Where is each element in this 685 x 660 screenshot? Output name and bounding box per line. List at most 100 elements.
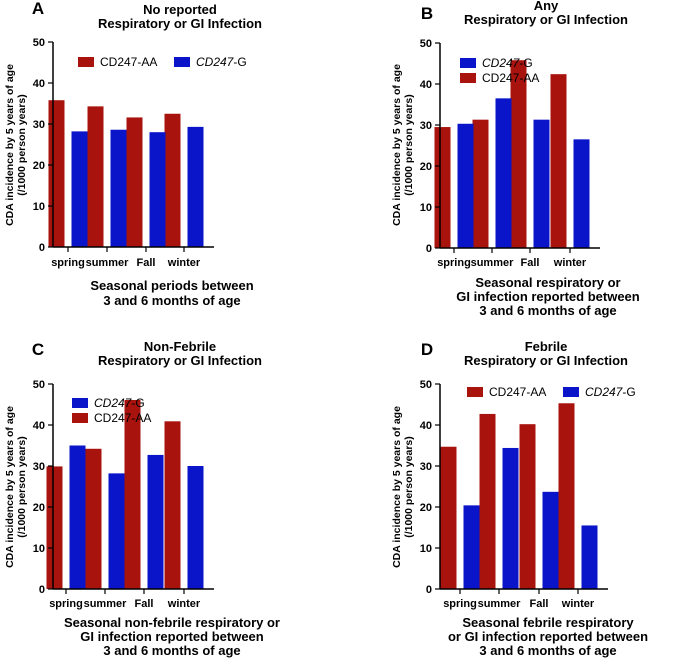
x-axis-label-line: Seasonal non-febrile respiratory or bbox=[64, 615, 280, 630]
bar-g-summer bbox=[502, 447, 519, 589]
bar-aa-fall bbox=[126, 117, 143, 247]
bar-aa-summer bbox=[479, 413, 496, 589]
x-tick-label: spring bbox=[443, 598, 477, 610]
bar-aa-spring bbox=[440, 446, 457, 589]
bar-g-fall bbox=[147, 454, 164, 589]
bar-aa-winter bbox=[558, 403, 575, 589]
x-tick-label: spring bbox=[437, 257, 471, 269]
x-tick-label: winter bbox=[553, 257, 587, 269]
y-tick-label: 30 bbox=[420, 120, 432, 132]
y-tick-label: 20 bbox=[420, 161, 432, 173]
chart-title-line: Any bbox=[534, 0, 559, 13]
x-tick-label: summer bbox=[86, 257, 130, 269]
legend-label-g: CD247-G bbox=[482, 56, 533, 70]
bar-aa-summer bbox=[85, 448, 102, 589]
y-tick-label: 20 bbox=[33, 160, 45, 172]
y-axis-label-line: (/1000 person years) bbox=[403, 436, 415, 538]
legend-swatch-g bbox=[460, 58, 476, 68]
bar-aa-winter bbox=[164, 421, 181, 589]
x-axis-label-line: GI infection reported between bbox=[80, 629, 264, 644]
bar-g-summer bbox=[495, 98, 512, 248]
panel-letter: D bbox=[421, 340, 433, 359]
y-tick-label: 20 bbox=[33, 502, 45, 514]
y-tick-label: 10 bbox=[33, 543, 45, 555]
panel-letter: B bbox=[421, 4, 433, 23]
x-axis-label-line: 3 and 6 months of age bbox=[103, 643, 240, 658]
bar-aa-summer bbox=[87, 106, 104, 248]
legend-label-aa: CD247-AA bbox=[100, 55, 157, 69]
chart-title-line: Respiratory or GI Infection bbox=[98, 16, 262, 31]
legend-label-g: CD247-G bbox=[94, 396, 145, 410]
legend-label-g-italic: CD247 bbox=[585, 385, 624, 399]
legend-label-aa: CD247-AA bbox=[482, 71, 539, 85]
legend-swatch-g bbox=[72, 398, 88, 408]
legend-label-aa: CD247-AA bbox=[94, 411, 151, 425]
legend-label-g-italic: CD247 bbox=[94, 396, 133, 410]
chart-title-line: Respiratory or GI Infection bbox=[464, 353, 628, 368]
chart-title-line: Respiratory or GI Infection bbox=[464, 12, 628, 27]
y-tick-label: 10 bbox=[33, 201, 45, 213]
x-tick-label: summer bbox=[478, 598, 522, 610]
x-axis-label-line: or GI infection reported between bbox=[448, 629, 648, 644]
x-axis-label-line: 3 and 6 months of age bbox=[479, 303, 616, 318]
bar-aa-winter bbox=[550, 74, 567, 248]
x-axis-label-line: GI infection reported between bbox=[456, 289, 640, 304]
legend-label-g-italic: CD247 bbox=[196, 55, 235, 69]
bar-g-fall bbox=[533, 119, 550, 248]
x-tick-label: winter bbox=[167, 598, 201, 610]
x-tick-label: Fall bbox=[521, 257, 540, 269]
y-tick-label: 0 bbox=[39, 242, 45, 254]
x-axis-label-line: 3 and 6 months of age bbox=[479, 643, 616, 658]
chart-title-line: Non-Febrile bbox=[144, 339, 216, 354]
x-axis-label-line: 3 and 6 months of age bbox=[103, 293, 240, 308]
bar-g-spring bbox=[457, 123, 474, 248]
bar-aa-winter bbox=[164, 113, 181, 247]
bar-g-winter bbox=[581, 525, 598, 589]
bar-g-winter bbox=[187, 466, 204, 589]
y-tick-label: 20 bbox=[420, 502, 432, 514]
chart-title-line: Febrile bbox=[525, 339, 568, 354]
y-tick-label: 50 bbox=[33, 37, 45, 49]
y-axis-label-line: CDA incidence by 5 years of age bbox=[4, 406, 16, 568]
panel-letter: A bbox=[32, 0, 44, 18]
bar-g-fall bbox=[149, 132, 166, 247]
y-tick-label: 0 bbox=[426, 243, 432, 255]
bar-g-spring bbox=[71, 131, 88, 247]
y-tick-label: 40 bbox=[33, 420, 45, 432]
bar-g-fall bbox=[542, 491, 559, 589]
legend-label-g-suffix: -G bbox=[519, 56, 532, 70]
y-tick-label: 40 bbox=[420, 420, 432, 432]
bar-g-winter bbox=[187, 126, 204, 247]
legend-label-aa: CD247-AA bbox=[489, 385, 546, 399]
legend-label-g: CD247-G bbox=[196, 55, 247, 69]
y-tick-label: 40 bbox=[33, 78, 45, 90]
y-tick-label: 10 bbox=[420, 202, 432, 214]
y-tick-label: 50 bbox=[33, 379, 45, 391]
bar-g-winter bbox=[573, 139, 590, 248]
legend-label-g-suffix: -G bbox=[622, 385, 635, 399]
y-axis-label-line: CDA incidence by 5 years of age bbox=[391, 64, 403, 226]
legend-swatch-aa bbox=[460, 73, 476, 83]
y-axis-label-line: (/1000 person years) bbox=[16, 436, 28, 538]
legend-label-g: CD247-G bbox=[585, 385, 636, 399]
x-tick-label: winter bbox=[167, 257, 201, 269]
bar-aa-spring bbox=[434, 127, 451, 248]
y-axis-label-line: CDA incidence by 5 years of age bbox=[4, 64, 16, 226]
bar-aa-fall bbox=[510, 60, 527, 248]
legend-label-g-suffix: -G bbox=[233, 55, 246, 69]
legend-swatch-g bbox=[174, 57, 190, 67]
y-tick-label: 0 bbox=[426, 584, 432, 596]
x-tick-label: summer bbox=[471, 257, 515, 269]
x-tick-label: Fall bbox=[137, 257, 156, 269]
bar-g-summer bbox=[110, 129, 127, 247]
x-axis-label-line: Seasonal periods between bbox=[90, 278, 253, 293]
x-tick-label: spring bbox=[49, 598, 83, 610]
y-tick-label: 30 bbox=[420, 461, 432, 473]
y-axis-label-line: (/1000 person years) bbox=[16, 94, 28, 196]
legend-swatch-aa bbox=[78, 57, 94, 67]
chart-title-line: No reported bbox=[143, 2, 217, 17]
y-tick-label: 10 bbox=[420, 543, 432, 555]
